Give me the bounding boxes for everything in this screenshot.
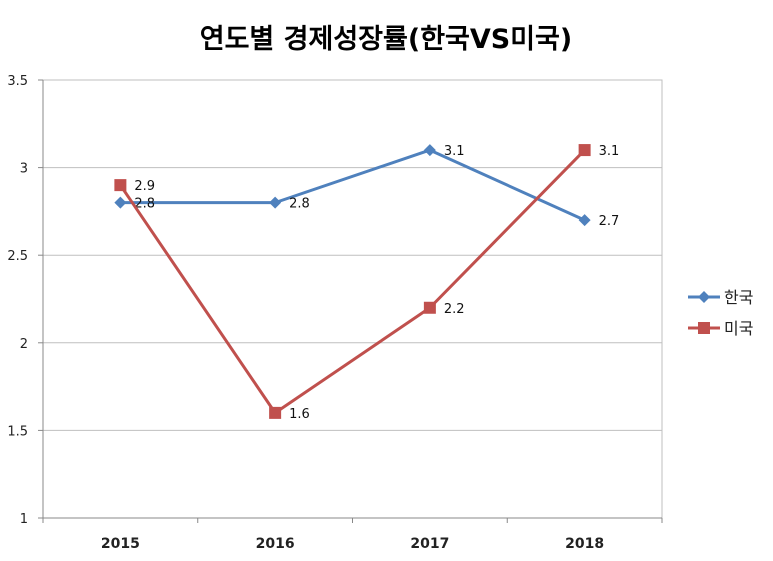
x-tick-label: 2017 bbox=[410, 536, 449, 552]
y-tick-label: 1 bbox=[20, 512, 28, 527]
legend-label: 한국 bbox=[724, 288, 753, 307]
series-line-korea bbox=[120, 148, 586, 222]
data-label: 2.7 bbox=[599, 214, 620, 229]
y-tick-label: 3.5 bbox=[7, 74, 28, 89]
x-axis: 2015 2016 2017 2018 bbox=[42, 517, 663, 552]
data-point-usa bbox=[114, 179, 127, 192]
data-point-usa bbox=[423, 301, 436, 314]
data-label: 1.6 bbox=[289, 407, 310, 422]
data-label: 3.1 bbox=[599, 144, 620, 159]
data-point-korea bbox=[114, 196, 127, 209]
legend-marker-diamond bbox=[698, 291, 710, 303]
data-label: 3.1 bbox=[444, 144, 465, 159]
data-label: 2.8 bbox=[289, 197, 310, 212]
plot-area bbox=[42, 79, 663, 519]
legend-marker-square bbox=[698, 322, 710, 334]
series-line-usa bbox=[119, 149, 586, 415]
data-label: 2.9 bbox=[134, 179, 155, 194]
data-label: 2.8 bbox=[134, 197, 155, 212]
y-tick-label: 1.5 bbox=[7, 424, 28, 439]
y-tick-label: 2 bbox=[20, 337, 28, 352]
data-point-korea bbox=[423, 144, 436, 157]
y-tick-label: 2.5 bbox=[7, 249, 28, 264]
x-tick-label: 2018 bbox=[565, 536, 604, 552]
data-label: 2.2 bbox=[444, 302, 465, 317]
data-point-korea bbox=[578, 214, 591, 227]
data-point-korea bbox=[269, 196, 282, 209]
series-layer: 2.8 2.8 3.1 2.7 2.9 1.6 2.2 3.1 bbox=[114, 144, 619, 422]
y-axis: 1 1.5 2 2.5 3 3.5 bbox=[7, 74, 44, 527]
data-point-usa bbox=[578, 144, 591, 157]
x-tick-label: 2015 bbox=[101, 536, 140, 552]
legend-label: 미국 bbox=[724, 319, 753, 338]
data-point-usa bbox=[269, 406, 282, 419]
chart-title: 연도별 경제성장률(한국VS미국) bbox=[200, 24, 573, 55]
y-tick-label: 3 bbox=[20, 162, 28, 177]
x-tick-label: 2016 bbox=[256, 536, 295, 552]
gridlines bbox=[42, 79, 663, 519]
